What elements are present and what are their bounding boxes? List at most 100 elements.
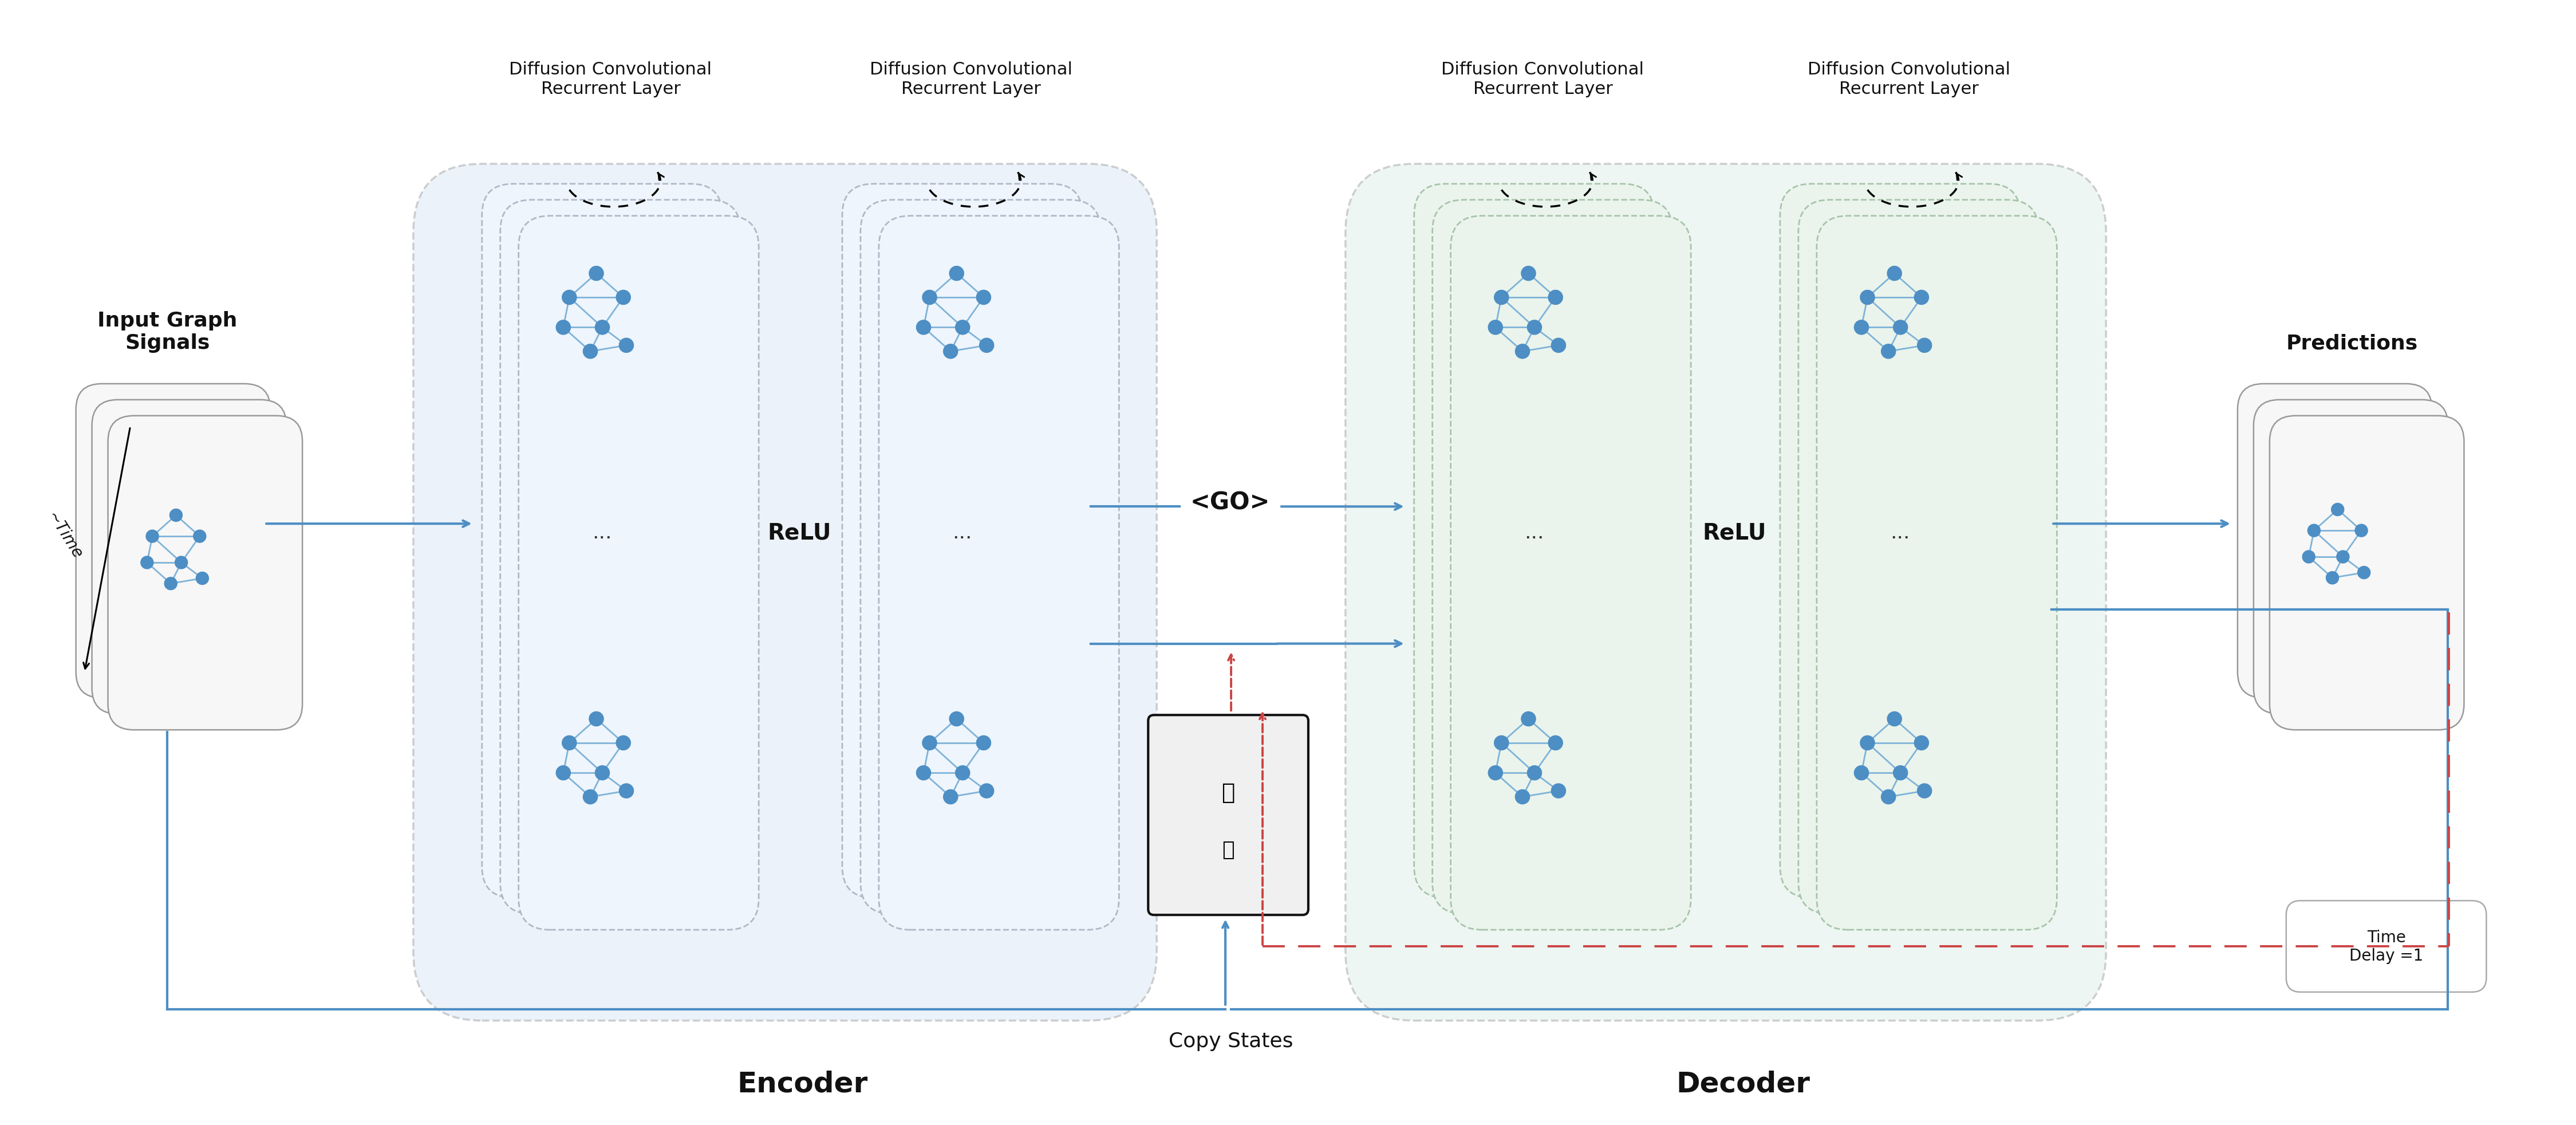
Text: Input Graph
Signals: Input Graph Signals bbox=[98, 310, 237, 353]
Circle shape bbox=[943, 344, 958, 359]
Circle shape bbox=[2326, 572, 2339, 584]
Circle shape bbox=[1548, 290, 1564, 305]
Circle shape bbox=[193, 530, 206, 543]
Text: ...: ... bbox=[1891, 523, 1909, 542]
Circle shape bbox=[2357, 567, 2370, 579]
Circle shape bbox=[556, 766, 569, 781]
FancyBboxPatch shape bbox=[1432, 200, 1672, 914]
Circle shape bbox=[618, 784, 634, 799]
Circle shape bbox=[562, 736, 577, 750]
Circle shape bbox=[922, 290, 938, 305]
Text: Time
Delay =1: Time Delay =1 bbox=[2349, 929, 2424, 964]
Circle shape bbox=[618, 339, 634, 353]
FancyBboxPatch shape bbox=[482, 184, 721, 898]
Circle shape bbox=[1551, 784, 1566, 799]
Circle shape bbox=[976, 290, 992, 305]
Text: ...: ... bbox=[1525, 523, 1543, 542]
Circle shape bbox=[1489, 766, 1502, 781]
FancyBboxPatch shape bbox=[518, 216, 760, 930]
Circle shape bbox=[147, 530, 160, 543]
Circle shape bbox=[616, 290, 631, 305]
FancyBboxPatch shape bbox=[500, 200, 739, 914]
Text: <GO>: <GO> bbox=[1190, 490, 1270, 514]
Circle shape bbox=[1489, 321, 1502, 335]
Circle shape bbox=[1494, 736, 1510, 750]
Circle shape bbox=[142, 557, 155, 569]
Circle shape bbox=[951, 267, 963, 281]
Circle shape bbox=[1880, 344, 1896, 359]
Circle shape bbox=[1522, 712, 1535, 727]
FancyBboxPatch shape bbox=[1345, 164, 2107, 1020]
FancyBboxPatch shape bbox=[2239, 384, 2432, 699]
Text: Diffusion Convolutional
Recurrent Layer: Diffusion Convolutional Recurrent Layer bbox=[1808, 62, 2009, 98]
Circle shape bbox=[2303, 551, 2316, 564]
Circle shape bbox=[917, 321, 930, 335]
Circle shape bbox=[1551, 339, 1566, 353]
Text: ...: ... bbox=[592, 523, 613, 542]
Circle shape bbox=[979, 784, 994, 799]
Circle shape bbox=[1917, 339, 1932, 353]
FancyBboxPatch shape bbox=[1798, 200, 2038, 914]
Circle shape bbox=[170, 510, 183, 522]
Circle shape bbox=[2354, 524, 2367, 537]
Circle shape bbox=[556, 321, 569, 335]
FancyBboxPatch shape bbox=[1780, 184, 2020, 898]
Circle shape bbox=[562, 290, 577, 305]
Text: ...: ... bbox=[953, 523, 971, 542]
Text: Predictions: Predictions bbox=[2285, 333, 2419, 353]
Circle shape bbox=[2331, 504, 2344, 516]
Circle shape bbox=[175, 557, 188, 569]
Circle shape bbox=[1914, 290, 1929, 305]
Text: Diffusion Convolutional
Recurrent Layer: Diffusion Convolutional Recurrent Layer bbox=[510, 62, 711, 98]
Circle shape bbox=[590, 267, 603, 281]
Text: 👍: 👍 bbox=[1221, 839, 1234, 860]
Circle shape bbox=[922, 736, 938, 750]
Circle shape bbox=[582, 344, 598, 359]
Circle shape bbox=[917, 766, 930, 781]
Circle shape bbox=[976, 736, 992, 750]
Text: 🏈: 🏈 bbox=[1221, 782, 1234, 803]
Circle shape bbox=[1893, 321, 1909, 335]
Text: ReLU: ReLU bbox=[768, 522, 832, 543]
Circle shape bbox=[1494, 290, 1510, 305]
Text: ReLU: ReLU bbox=[1703, 522, 1767, 543]
FancyBboxPatch shape bbox=[860, 200, 1100, 914]
Circle shape bbox=[1860, 290, 1875, 305]
Circle shape bbox=[956, 766, 969, 781]
Circle shape bbox=[1528, 766, 1540, 781]
FancyBboxPatch shape bbox=[878, 216, 1118, 930]
Circle shape bbox=[2308, 524, 2321, 537]
Circle shape bbox=[1528, 321, 1540, 335]
Circle shape bbox=[951, 712, 963, 727]
Circle shape bbox=[1855, 321, 1868, 335]
FancyBboxPatch shape bbox=[1149, 716, 1309, 915]
Circle shape bbox=[1855, 766, 1868, 781]
Text: Diffusion Convolutional
Recurrent Layer: Diffusion Convolutional Recurrent Layer bbox=[871, 62, 1072, 98]
Circle shape bbox=[595, 321, 611, 335]
FancyBboxPatch shape bbox=[93, 400, 286, 714]
Text: Encoder: Encoder bbox=[737, 1070, 868, 1097]
Circle shape bbox=[196, 573, 209, 585]
Circle shape bbox=[1548, 736, 1564, 750]
Text: Copy States: Copy States bbox=[1170, 1030, 1293, 1051]
Circle shape bbox=[1880, 790, 1896, 804]
Circle shape bbox=[1914, 736, 1929, 750]
FancyBboxPatch shape bbox=[2269, 416, 2465, 730]
FancyBboxPatch shape bbox=[1450, 216, 1690, 930]
Circle shape bbox=[2336, 551, 2349, 564]
Circle shape bbox=[1860, 736, 1875, 750]
Circle shape bbox=[582, 790, 598, 804]
Circle shape bbox=[1515, 790, 1530, 804]
Circle shape bbox=[616, 736, 631, 750]
FancyBboxPatch shape bbox=[1414, 184, 1654, 898]
FancyBboxPatch shape bbox=[75, 384, 270, 699]
Circle shape bbox=[1888, 267, 1901, 281]
Circle shape bbox=[1917, 784, 1932, 799]
Circle shape bbox=[1515, 344, 1530, 359]
FancyBboxPatch shape bbox=[1816, 216, 2056, 930]
Text: ~Time: ~Time bbox=[44, 508, 85, 562]
FancyBboxPatch shape bbox=[108, 416, 301, 730]
FancyBboxPatch shape bbox=[412, 164, 1157, 1020]
Circle shape bbox=[1888, 712, 1901, 727]
FancyBboxPatch shape bbox=[2254, 400, 2447, 714]
